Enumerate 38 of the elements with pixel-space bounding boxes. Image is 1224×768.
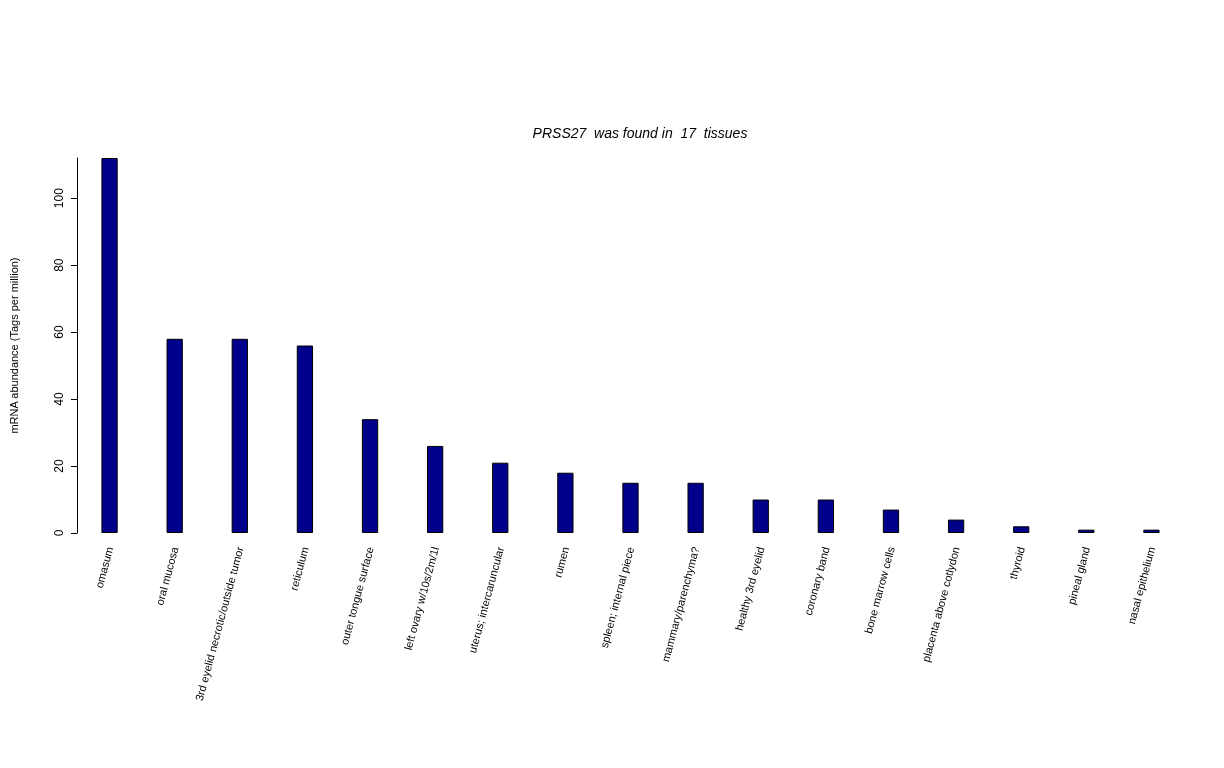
bar — [752, 499, 769, 533]
bar — [947, 519, 965, 533]
y-axis-title: mRNA abundance (Tags per million) — [7, 257, 20, 434]
bar — [492, 462, 509, 533]
x-tick-label: pineal gland — [1065, 545, 1093, 606]
y-tick-label: 0 — [52, 529, 66, 537]
bar — [1013, 526, 1030, 533]
y-tick-label: 80 — [52, 258, 66, 272]
bar — [101, 158, 118, 533]
y-tick-label: 40 — [52, 392, 66, 406]
x-tick-label: reticulum — [287, 545, 311, 592]
chart-title: PRSS27 was found in 17 tissues — [532, 125, 748, 141]
bar — [882, 509, 900, 533]
x-tick-label: coronary band — [801, 545, 832, 617]
x-tick-label: placenta above cotlydon — [919, 545, 962, 664]
bar — [687, 482, 704, 533]
bar — [361, 419, 379, 533]
x-tick-label: bone marrow cells — [862, 544, 897, 635]
x-tick-label: omasum — [92, 545, 116, 590]
bar — [427, 445, 444, 533]
x-tick-label: nasal epithelium — [1125, 545, 1158, 626]
bar — [817, 499, 834, 533]
y-tick-label: 60 — [52, 325, 66, 339]
y-tick-label: 100 — [52, 187, 66, 209]
bar — [166, 338, 183, 533]
bar — [1143, 529, 1160, 533]
x-tick-label: spleen; internal piece — [597, 545, 637, 649]
bar — [231, 338, 248, 533]
x-tick-label: healthy 3rd eyelid — [732, 545, 767, 632]
x-tick-label: outer tongue surface — [338, 545, 376, 647]
bar — [1078, 529, 1095, 533]
bar — [296, 345, 314, 533]
y-tick-label: 20 — [52, 459, 66, 473]
bar — [622, 482, 639, 533]
x-tick-label: oral mucosa — [153, 544, 181, 607]
bar — [557, 472, 574, 533]
x-tick-label: rumen — [551, 545, 572, 579]
x-tick-label: thyroid — [1006, 545, 1027, 581]
